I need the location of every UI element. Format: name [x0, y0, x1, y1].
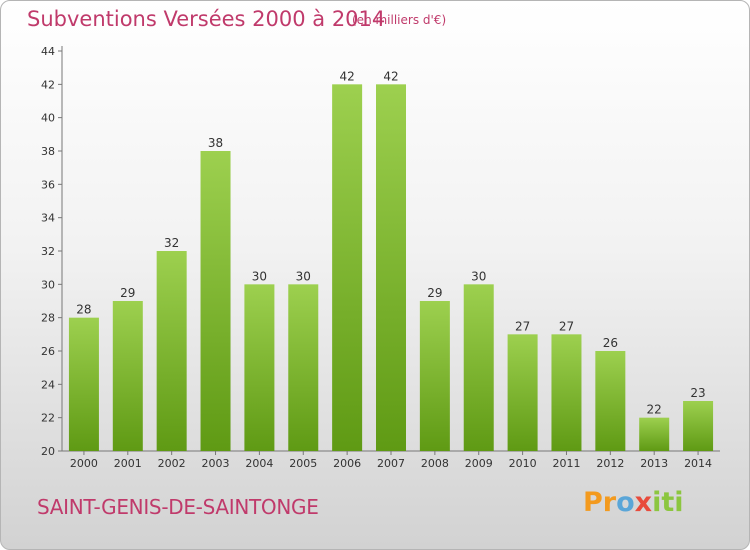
x-tick-label: 2002 — [158, 457, 186, 470]
bar — [551, 334, 582, 451]
bar-value-label: 27 — [515, 319, 530, 333]
y-tick-label: 22 — [41, 412, 55, 425]
x-tick-label: 2004 — [245, 457, 273, 470]
x-tick-label: 2006 — [333, 457, 361, 470]
bar — [595, 351, 626, 451]
bar-value-label: 30 — [296, 269, 311, 283]
bar-value-label: 38 — [208, 136, 223, 150]
x-tick-label: 2001 — [114, 457, 142, 470]
x-tick-label: 2005 — [289, 457, 317, 470]
bar — [288, 284, 319, 451]
bar-value-label: 29 — [427, 286, 442, 300]
y-tick-label: 34 — [41, 212, 55, 225]
bar — [463, 284, 494, 451]
proxiti-logo: Proxiti — [583, 487, 684, 518]
bar-value-label: 23 — [690, 386, 705, 400]
x-tick-label: 2008 — [421, 457, 449, 470]
bar — [200, 151, 231, 451]
commune-name: SAINT-GENIS-DE-SAINTONGE — [37, 495, 319, 519]
bar — [507, 334, 538, 451]
x-tick-label: 2003 — [202, 457, 230, 470]
y-tick-label: 32 — [41, 245, 55, 258]
y-tick-label: 40 — [41, 112, 55, 125]
bar — [68, 317, 99, 451]
bar — [683, 401, 714, 451]
x-tick-label: 2010 — [509, 457, 537, 470]
bar-value-label: 29 — [120, 286, 135, 300]
y-tick-label: 26 — [41, 345, 55, 358]
bar-value-label: 28 — [76, 303, 91, 317]
y-tick-label: 38 — [41, 145, 55, 158]
y-tick-label: 28 — [41, 312, 55, 325]
y-tick-label: 30 — [41, 278, 55, 291]
bar — [112, 301, 143, 451]
x-tick-label: 2011 — [552, 457, 580, 470]
bar — [332, 84, 363, 451]
bar — [419, 301, 450, 451]
x-tick-label: 2013 — [640, 457, 668, 470]
y-tick-label: 42 — [41, 78, 55, 91]
bar-value-label: 30 — [471, 269, 486, 283]
bar — [639, 417, 670, 451]
y-tick-label: 24 — [41, 378, 55, 391]
bar — [156, 251, 187, 451]
bar-value-label: 27 — [559, 319, 574, 333]
x-tick-label: 2000 — [70, 457, 98, 470]
chart-subtitle: (en milliers d'€) — [352, 13, 447, 27]
bar-value-label: 42 — [339, 69, 354, 83]
bar-value-label: 42 — [383, 69, 398, 83]
y-tick-label: 20 — [41, 445, 55, 458]
x-tick-label: 2009 — [465, 457, 493, 470]
bar-value-label: 30 — [252, 269, 267, 283]
bar-value-label: 32 — [164, 236, 179, 250]
y-tick-label: 44 — [41, 45, 55, 58]
bar-value-label: 26 — [603, 336, 618, 350]
bar — [376, 84, 406, 451]
y-tick-label: 36 — [41, 178, 55, 191]
chart-title: Subventions Versées 2000 à 2014 — [27, 7, 386, 31]
x-tick-label: 2007 — [377, 457, 405, 470]
bar-value-label: 22 — [647, 403, 662, 417]
bar — [244, 284, 275, 451]
x-tick-label: 2012 — [596, 457, 624, 470]
x-tick-label: 2014 — [684, 457, 712, 470]
